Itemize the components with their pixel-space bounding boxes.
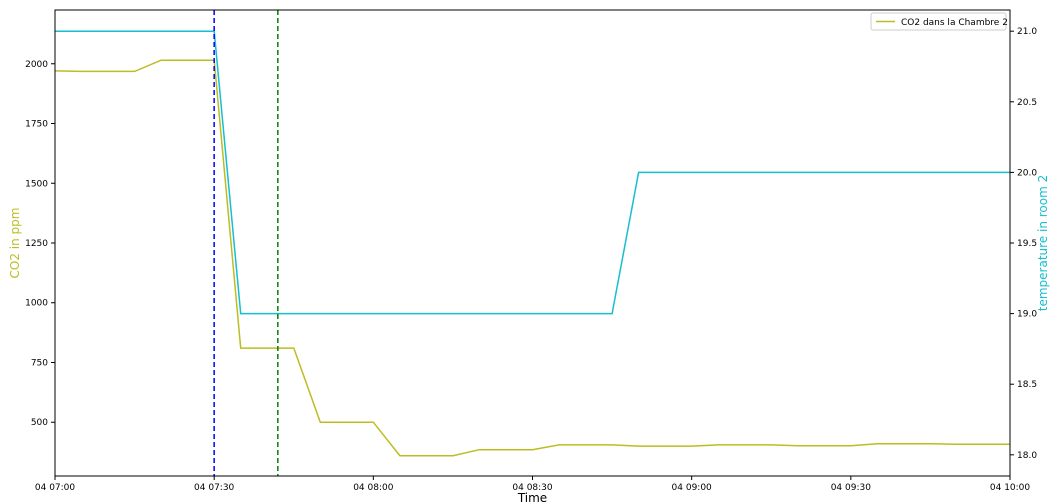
x-axis-title: Time bbox=[517, 491, 547, 503]
x-tick-label: 04 08:00 bbox=[353, 483, 394, 493]
x-axis: 04 07:00 04 07:30 04 08:00 04 08:30 04 09:00… bbox=[35, 476, 1031, 493]
y-right-tick-label: 19.5 bbox=[1017, 239, 1037, 249]
x-tick-label: 04 10:00 bbox=[990, 483, 1031, 493]
y-left-tick-label: 1250 bbox=[25, 239, 48, 249]
y-axis-left: 500 750 1000 1250 1500 1750 2000 bbox=[25, 60, 55, 428]
plot-frame bbox=[54, 9, 1011, 477]
y-right-tick-label: 20.0 bbox=[1017, 168, 1037, 178]
y-left-tick-label: 500 bbox=[31, 418, 48, 428]
y-left-tick-label: 2000 bbox=[25, 60, 48, 70]
y-right-tick-label: 18.0 bbox=[1017, 451, 1037, 461]
y-left-tick-label: 1500 bbox=[25, 179, 48, 189]
series-line-temperature bbox=[55, 30, 1010, 315]
series-line-co2 bbox=[54, 59, 1010, 457]
x-tick-label: 04 07:30 bbox=[194, 483, 235, 493]
x-tick-label: 04 07:00 bbox=[35, 483, 76, 493]
y-right-tick-label: 20.5 bbox=[1017, 98, 1037, 108]
x-tick-label: 04 08:30 bbox=[512, 483, 553, 493]
plot-lines bbox=[54, 30, 1010, 457]
legend-box bbox=[870, 12, 1007, 31]
y-right-tick-label: 18.5 bbox=[1017, 380, 1037, 390]
y-right-tick-label: 19.0 bbox=[1017, 310, 1037, 320]
x-tick-label: 04 09:30 bbox=[831, 483, 872, 493]
y-axis-right-title: temperature in room 2 bbox=[1036, 175, 1050, 312]
legend: CO2 dans la Chambre 2 bbox=[870, 12, 1008, 31]
y-left-tick-label: 1750 bbox=[25, 120, 48, 130]
y-axis-left-title: CO2 in ppm bbox=[8, 208, 22, 279]
y-axis-right: 18.0 18.5 19.0 19.5 20.0 20.5 21.0 bbox=[1010, 27, 1037, 461]
y-left-tick-label: 750 bbox=[31, 358, 48, 368]
vertical-markers bbox=[213, 10, 279, 476]
y-right-tick-label: 21.0 bbox=[1017, 27, 1037, 37]
legend-label: CO2 dans la Chambre 2 bbox=[901, 18, 1008, 28]
y-left-tick-label: 1000 bbox=[25, 299, 48, 309]
x-tick-label: 04 09:00 bbox=[672, 483, 713, 493]
